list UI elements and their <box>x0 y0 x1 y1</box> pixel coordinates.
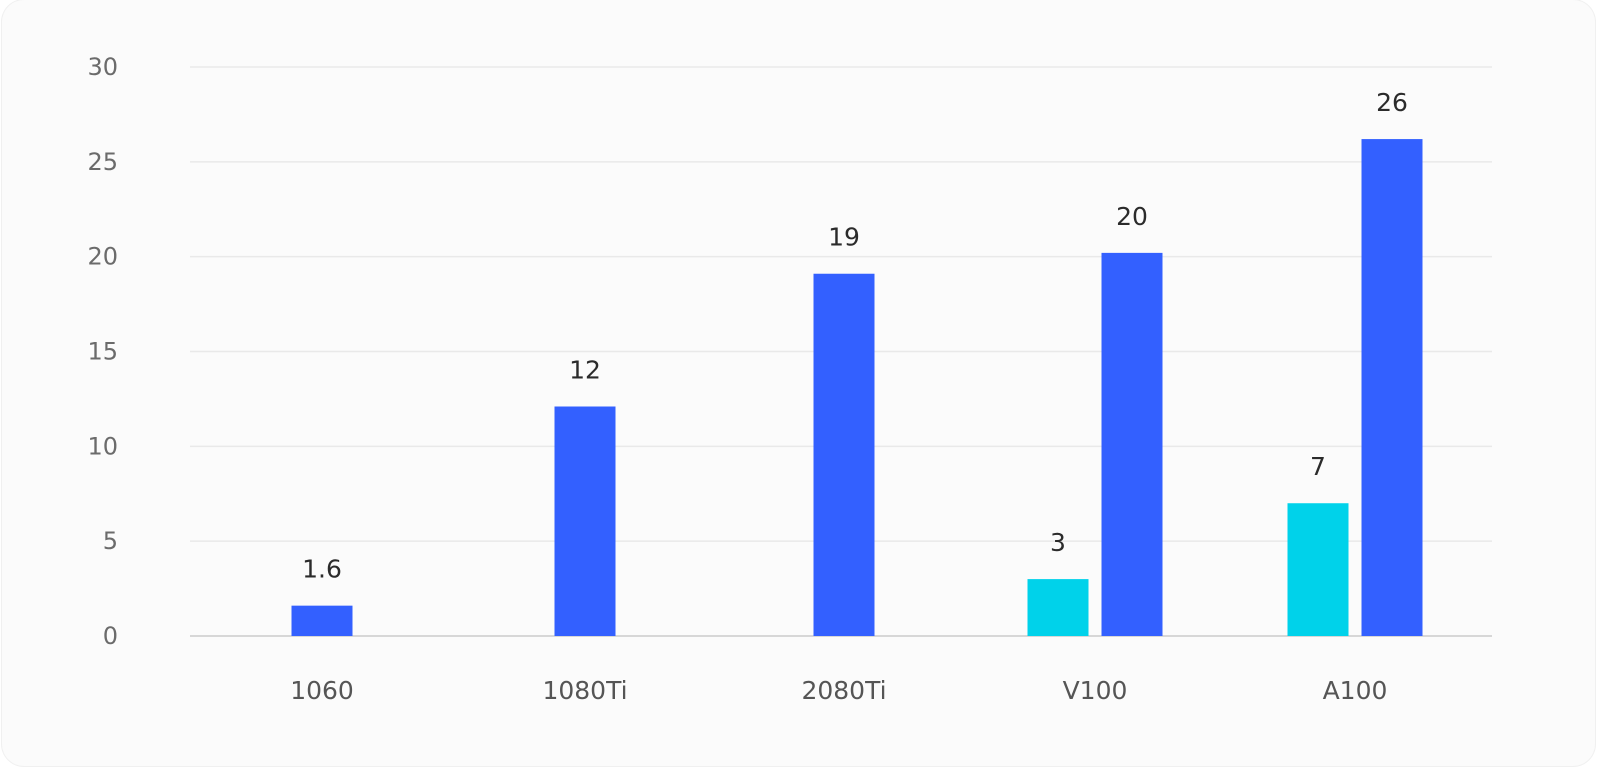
bar-value-label: 1.6 <box>302 555 342 584</box>
y-tick-label: 20 <box>87 243 118 271</box>
x-tick-label: 1060 <box>290 676 354 705</box>
bar <box>291 605 353 636</box>
x-axis-ticks: 1060 1080Ti 2080Ti V100 A100 <box>290 676 1387 705</box>
bar <box>1361 139 1423 636</box>
x-tick-label: V100 <box>1063 676 1128 705</box>
bar-value-label: 20 <box>1116 202 1148 231</box>
y-tick-label: 15 <box>87 338 118 366</box>
grid-lines <box>190 66 1492 637</box>
y-tick-label: 10 <box>87 432 118 460</box>
x-tick-label: 2080Ti <box>801 676 886 705</box>
bar-value-label: 26 <box>1376 88 1408 117</box>
x-tick-label: A100 <box>1323 676 1388 705</box>
y-tick-label: 30 <box>87 53 118 81</box>
bar <box>1101 252 1163 636</box>
bar-value-label: 3 <box>1050 528 1066 557</box>
bar <box>554 406 616 636</box>
y-tick-label: 5 <box>103 527 118 555</box>
data-labels: 1.6 12 19 3 20 7 26 <box>302 88 1408 584</box>
bar-value-label: 19 <box>828 223 860 252</box>
bar-value-label: 12 <box>569 356 601 385</box>
bar <box>1287 503 1349 636</box>
bars <box>291 139 1423 636</box>
y-axis-ticks: 0 5 10 15 20 25 30 <box>87 53 118 650</box>
bar <box>1027 579 1089 636</box>
y-tick-label: 0 <box>103 622 118 650</box>
x-tick-label: 1080Ti <box>542 676 627 705</box>
y-tick-label: 25 <box>87 148 118 176</box>
bar-value-label: 7 <box>1310 452 1326 481</box>
bar <box>813 273 875 636</box>
